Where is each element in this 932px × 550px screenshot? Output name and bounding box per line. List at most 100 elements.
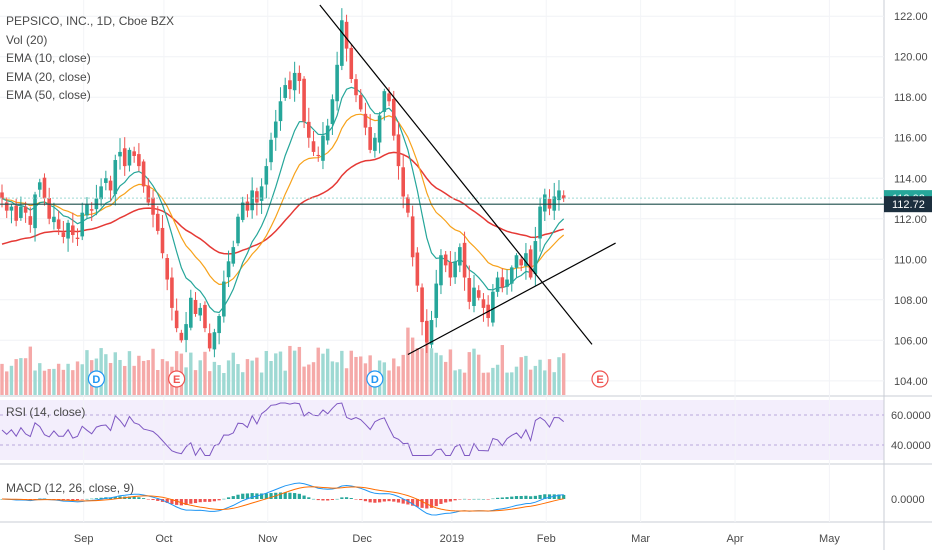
- candle-body: [420, 287, 424, 323]
- volume-bar: [0, 363, 4, 395]
- candle-body: [269, 139, 273, 163]
- macd-histogram-bar: [462, 498, 467, 500]
- legend-ema20: EMA (20, close): [6, 69, 91, 84]
- candle-body: [500, 277, 505, 288]
- volume-bar: [359, 356, 363, 395]
- macd-histogram-bar: [99, 497, 103, 499]
- volume-bar: [75, 361, 80, 395]
- volume-bar: [104, 354, 108, 395]
- macd-histogram-bar: [94, 498, 98, 499]
- volume-bar: [9, 365, 14, 395]
- macd-histogram-bar: [543, 494, 547, 499]
- macd-histogram-bar: [90, 498, 94, 500]
- candle-body: [439, 255, 443, 286]
- rsi-label: RSI (14, close): [6, 405, 86, 419]
- macd-histogram-bar: [156, 499, 160, 501]
- candle-body: [236, 216, 240, 244]
- candle-body: [118, 151, 122, 157]
- candle-body: [344, 21, 349, 49]
- volume-bar: [392, 358, 396, 395]
- candle-body: [226, 261, 231, 278]
- volume-bar: [349, 350, 353, 395]
- macd-histogram-bar: [66, 499, 70, 500]
- candle-body: [203, 304, 207, 329]
- volume-bar: [250, 360, 254, 395]
- macd-histogram-bar: [293, 493, 297, 499]
- volume-bar: [141, 360, 146, 395]
- candle-body: [14, 205, 18, 221]
- macd-histogram-bar: [80, 499, 84, 500]
- ema10-line: [1, 86, 565, 314]
- macd-histogram-bar: [260, 493, 264, 499]
- volume-bar: [66, 363, 70, 395]
- candle-body: [4, 202, 9, 211]
- candle-body: [491, 291, 495, 323]
- time-tick-label: Feb: [537, 533, 556, 545]
- volume-bar: [321, 353, 325, 395]
- macd-histogram-bar: [146, 499, 150, 500]
- candle-body: [250, 190, 254, 211]
- volume-bar: [85, 350, 89, 395]
- macd-histogram-bar: [264, 493, 268, 499]
- candle-body: [448, 262, 453, 278]
- volume-bar: [212, 361, 217, 395]
- volume-bar: [396, 366, 401, 395]
- macd-histogram-bar: [538, 494, 542, 499]
- macd-histogram-bar: [514, 496, 519, 499]
- legend-ema50: EMA (50, close): [6, 88, 91, 102]
- candle-body: [184, 324, 188, 340]
- candle-body: [141, 161, 146, 187]
- volume-bar: [335, 362, 339, 395]
- volume-bar: [132, 365, 136, 395]
- volume-bar: [410, 337, 415, 395]
- macd-histogram-bar: [203, 499, 207, 502]
- volume-bar: [467, 352, 471, 395]
- volume-bar: [401, 354, 405, 395]
- candle-body: [89, 209, 94, 211]
- candle-body: [330, 99, 335, 124]
- macd-histogram-bar: [533, 495, 537, 499]
- volume-bar: [524, 355, 528, 395]
- volume-bar: [344, 368, 349, 395]
- candle-body: [373, 137, 377, 151]
- candle-body: [481, 299, 486, 308]
- macd-histogram-bar: [349, 498, 353, 499]
- candle-body: [552, 196, 557, 211]
- candle-body: [528, 249, 533, 278]
- chart-legend: PEPSICO, INC., 1D, Cboe BZX Vol (20) EMA…: [6, 12, 174, 105]
- price-tick-label: 120.00: [894, 52, 928, 64]
- candle-body: [363, 113, 368, 128]
- candle-body: [462, 242, 467, 278]
- volume-bar: [28, 346, 33, 395]
- candle-body: [429, 320, 434, 345]
- candle-body: [170, 277, 174, 308]
- candle-body: [259, 186, 264, 201]
- candle-body: [335, 64, 339, 102]
- candle-body: [240, 202, 245, 220]
- candle-body: [387, 93, 391, 102]
- candle-body: [75, 237, 80, 240]
- volume-bar: [99, 348, 103, 395]
- candle-body: [368, 127, 372, 150]
- candle-body: [476, 290, 481, 298]
- macd-histogram-bar: [326, 499, 330, 501]
- volume-bar: [561, 353, 566, 395]
- macd-histogram-bar: [193, 499, 198, 504]
- candle-body: [325, 125, 330, 141]
- time-tick-label: Nov: [258, 533, 278, 545]
- macd-histogram-bar: [344, 497, 349, 499]
- macd-histogram-bar: [316, 499, 320, 501]
- candle-body: [311, 141, 316, 152]
- volume-bar: [547, 359, 552, 395]
- volume-bar: [557, 357, 561, 395]
- volume-bar: [543, 370, 547, 395]
- macd-histogram-bar: [184, 499, 188, 505]
- macd-histogram-bar: [269, 493, 273, 499]
- volume-bar: [406, 327, 410, 395]
- candle-body: [28, 216, 33, 225]
- macd-histogram-bar: [505, 497, 509, 499]
- volume-bar: [52, 368, 56, 395]
- macd-histogram-bar: [420, 499, 424, 508]
- candle-body: [151, 197, 155, 215]
